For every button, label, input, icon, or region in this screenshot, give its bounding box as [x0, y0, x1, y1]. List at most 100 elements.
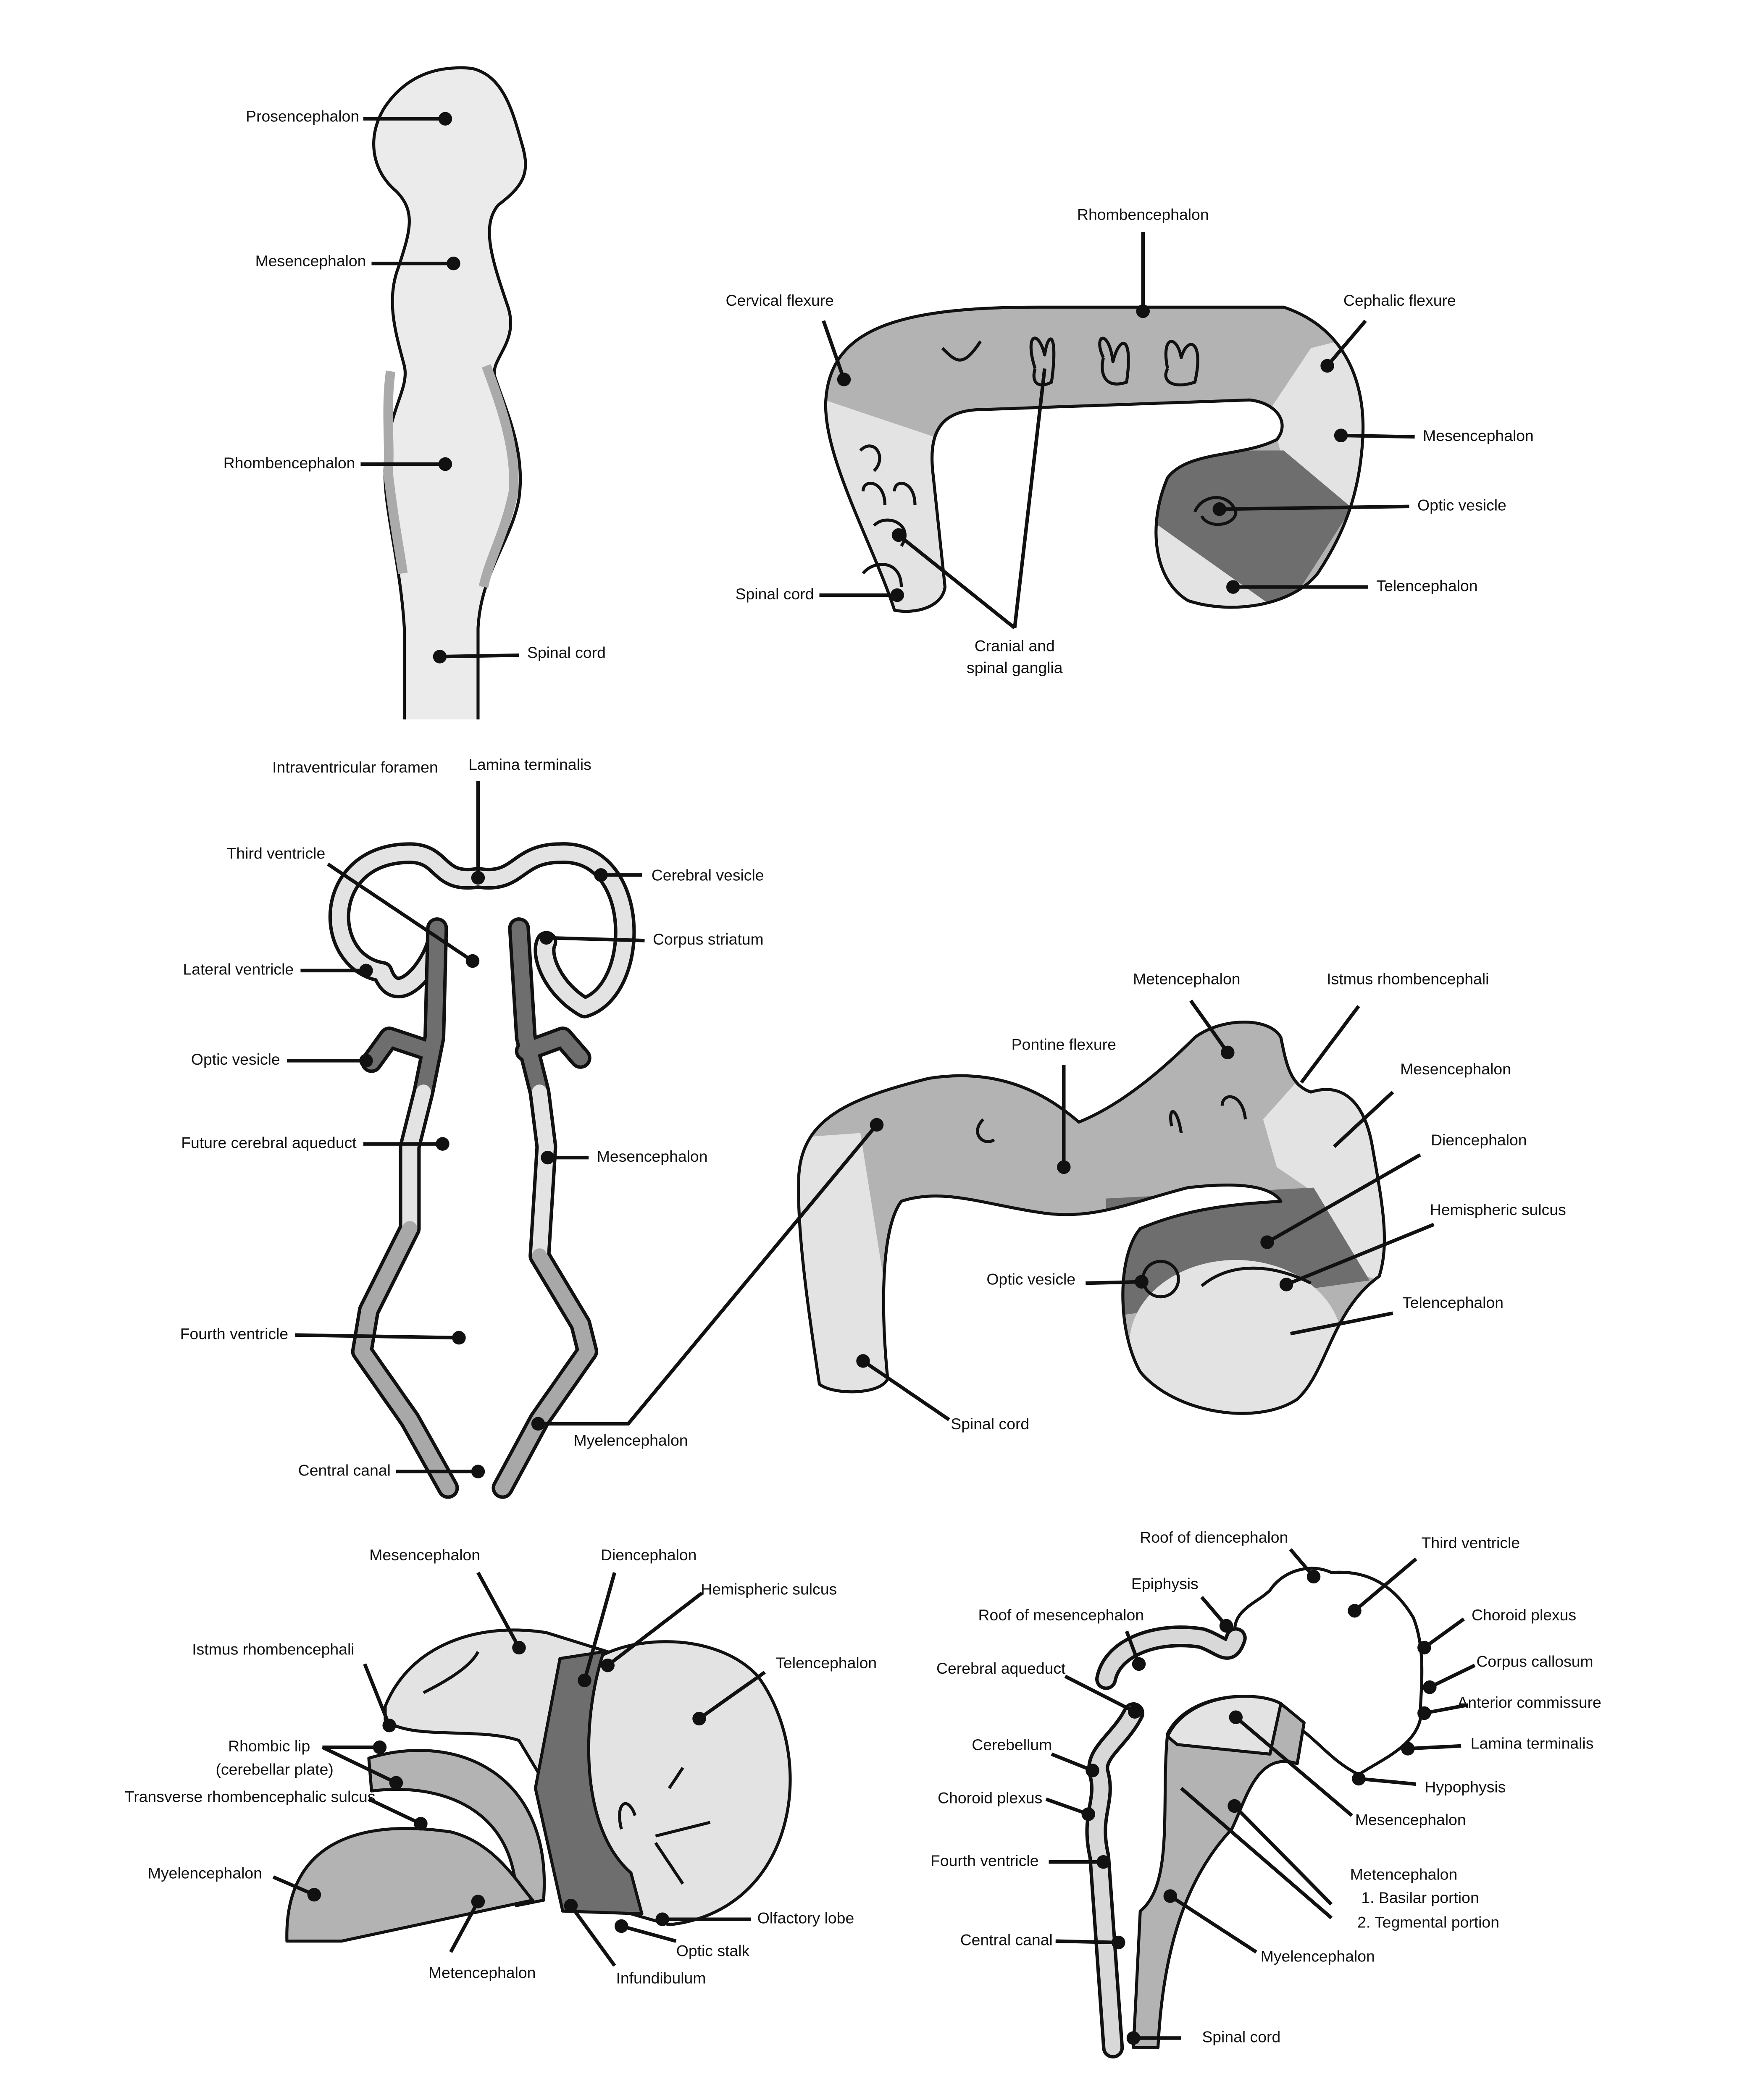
label: Corpus callosum: [1476, 1653, 1593, 1670]
label: Infundibulum: [616, 1969, 706, 1987]
leader-dot: [512, 1641, 526, 1655]
label: Spinal cord: [951, 1415, 1029, 1433]
leader-line: [1219, 504, 1409, 511]
leader-dot: [373, 1740, 387, 1754]
label: Mesencephalon: [255, 252, 366, 270]
leader-dot: [1136, 304, 1150, 318]
leader-line: [327, 862, 474, 963]
label: Optic stalk: [676, 1942, 750, 1960]
label: 2. Tegmental portion: [1357, 1913, 1499, 1931]
rhombencephalon-wall: [478, 364, 519, 588]
label: Telencephalon: [1377, 577, 1478, 594]
label: Metencephalon: [1350, 1866, 1457, 1883]
label: Rhombic lip: [228, 1737, 310, 1755]
leader-line: [1169, 1894, 1257, 1954]
leader-line: [1300, 1005, 1360, 1084]
panel-neural-tube: [372, 66, 527, 719]
leader-dot: [594, 868, 608, 882]
leader-line: [1358, 1777, 1417, 1786]
label: Rhombencephalon: [223, 454, 355, 472]
leader-dot: [1348, 1604, 1362, 1618]
leader-line: [368, 1797, 422, 1826]
leader-dot: [1126, 2031, 1141, 2045]
label: Metencephalon: [428, 1964, 536, 1982]
mesencephalon-shape: [384, 1628, 610, 1776]
leader-dot: [1320, 359, 1334, 373]
leader-line: [1051, 1752, 1093, 1772]
leader-dot: [1132, 1657, 1146, 1671]
label: Mesencephalon: [1355, 1811, 1466, 1829]
label: Telencephalon: [775, 1654, 877, 1672]
leader-dot: [1279, 1278, 1293, 1292]
leader-line: [1341, 433, 1415, 439]
label: Mesencephalon: [597, 1147, 708, 1165]
label: Third ventricle: [1422, 1534, 1520, 1551]
leader-dot: [1221, 1045, 1235, 1060]
leader-dot: [1057, 1160, 1071, 1174]
leader-dot: [891, 528, 906, 542]
label: Mesencephalon: [1423, 427, 1534, 444]
label: Istmus rhombencephali: [1327, 970, 1489, 987]
leader-line: [862, 1359, 950, 1421]
leader-dot: [578, 1673, 591, 1688]
leader-dot: [1417, 1641, 1431, 1655]
panel-ventricles: [328, 842, 636, 1499]
arrows: [423, 1651, 711, 1885]
embryo-outline: [824, 305, 1365, 613]
label: Spinal cord: [1202, 2028, 1280, 2045]
leader-dot: [539, 931, 553, 945]
label: Diencephalon: [1431, 1131, 1527, 1149]
panel-brain-lateral: [285, 1628, 792, 1943]
label: Roof of mesencephalon: [978, 1606, 1144, 1624]
leader-dot: [471, 871, 485, 885]
leader-dot: [452, 1331, 466, 1345]
leader-dot: [389, 1776, 403, 1790]
leader-dot: [1306, 1570, 1321, 1584]
leader-dot: [465, 954, 480, 968]
leader-line: [321, 1746, 397, 1785]
leader-dot: [1128, 1705, 1142, 1719]
label: Optic vesicle: [986, 1270, 1075, 1288]
leader-line: [363, 1663, 391, 1726]
sulcus-lines: [976, 1095, 1312, 1287]
leader-dot: [870, 1118, 884, 1132]
label: Third ventricle: [227, 844, 326, 862]
label: Epiphysis: [1131, 1575, 1199, 1592]
label: Spinal cord: [527, 644, 606, 662]
leader-dot: [438, 112, 452, 126]
label: Central canal: [298, 1462, 391, 1479]
label: Diencephalon: [601, 1546, 697, 1564]
label: Choroid plexus: [938, 1789, 1042, 1807]
leader-dot: [655, 1912, 669, 1926]
brainstem-shape: [1132, 1695, 1306, 2049]
optic-cup: [1193, 496, 1238, 526]
leader-line: [1424, 1703, 1469, 1715]
label: Central canal: [960, 1931, 1053, 1949]
leader-dot: [436, 1137, 449, 1151]
leader-dot: [1163, 1889, 1178, 1903]
leader-line: [1045, 1797, 1089, 1816]
leader-line: [822, 320, 846, 380]
label: Optic vesicle: [191, 1050, 280, 1068]
leader-dot: [890, 588, 904, 602]
label: Cervical flexure: [726, 291, 834, 309]
tube-outline: [372, 66, 527, 719]
leader-line: [607, 1591, 703, 1667]
diencephalon-wall: [364, 921, 588, 1100]
leader-line: [1013, 368, 1046, 628]
leader-line: [1064, 1675, 1136, 1714]
rhombencephalon-wall: [383, 370, 408, 574]
leader-dot: [1352, 1772, 1366, 1786]
label: Cerebellum: [972, 1736, 1052, 1754]
mesencephalon-cap: [1166, 1695, 1283, 1756]
leader-dot: [614, 1919, 628, 1933]
leader-line: [569, 1904, 616, 1967]
leader-line: [1235, 1716, 1353, 1817]
leader-line: [583, 1572, 617, 1681]
leader-line: [1408, 1744, 1461, 1751]
label: Cerebral vesicle: [652, 866, 764, 884]
leader-dot: [1228, 1799, 1241, 1813]
label: Roof of diencephalon: [1140, 1528, 1288, 1546]
leader-line: [295, 1333, 459, 1340]
